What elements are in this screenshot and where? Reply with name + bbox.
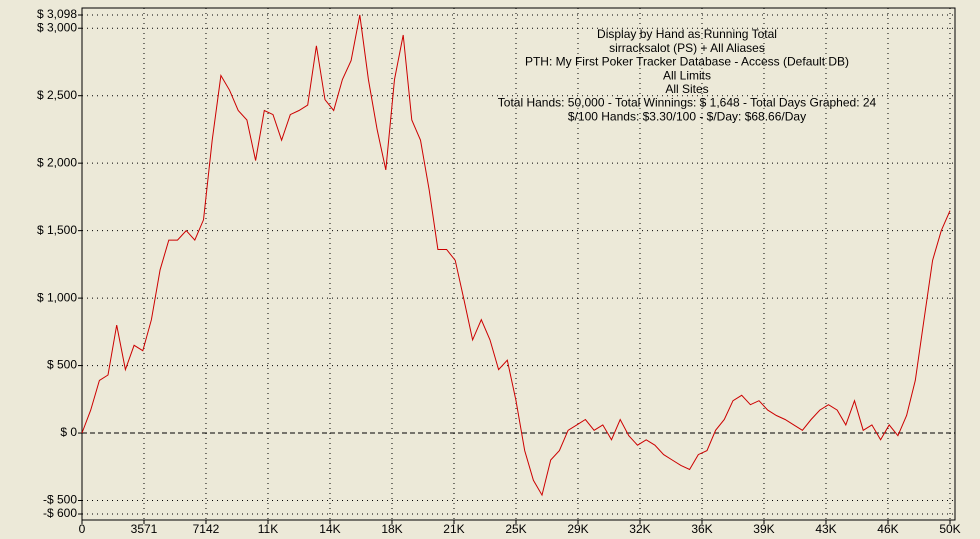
x-tick-label: 43K xyxy=(815,522,836,536)
subtitle-line: $/100 Hands: $3.30/100 - $/Day: $68.66/D… xyxy=(568,109,806,123)
subtitle-line: Total Hands: 50,000 - Total Winnings: $ … xyxy=(498,96,877,110)
x-tick-label: 7142 xyxy=(193,522,220,536)
subtitle-line: sirracksalot (PS) + All Aliases xyxy=(609,41,765,55)
y-tick-label: $ 500 xyxy=(47,358,77,372)
y-tick-label: $ 3,000 xyxy=(37,20,77,34)
chart-title: Display by Hand as Running Total xyxy=(597,27,777,41)
x-tick-label: 50K xyxy=(939,522,960,536)
y-tick-label: -$ 500 xyxy=(43,493,77,507)
y-tick-label: $ 0 xyxy=(60,425,77,439)
subtitle-line: PTH: My First Poker Tracker Database - A… xyxy=(525,55,849,69)
y-tick-label: $ 1,000 xyxy=(37,290,77,304)
x-tick-label: 14K xyxy=(319,522,340,536)
y-tick-label: $ 1,500 xyxy=(37,223,77,237)
y-tick-label: $ 3,098 xyxy=(37,7,77,21)
x-tick-label: 39K xyxy=(753,522,774,536)
y-tick-label: $ 2,500 xyxy=(37,88,77,102)
x-tick-label: 46K xyxy=(877,522,898,536)
x-tick-label: 25K xyxy=(505,522,526,536)
x-tick-label: 32K xyxy=(629,522,650,536)
x-tick-label: 21K xyxy=(443,522,464,536)
subtitle-line: All Sites xyxy=(665,82,708,96)
x-tick-label: 0 xyxy=(79,522,86,536)
plot-frame xyxy=(81,7,956,521)
subtitle-line: All Limits xyxy=(663,68,711,82)
y-tick-label: -$ 600 xyxy=(43,506,77,520)
y-tick-label: $ 2,000 xyxy=(37,155,77,169)
x-tick-label: 29K xyxy=(567,522,588,536)
x-tick-label: 18K xyxy=(381,522,402,536)
x-tick-label: 36K xyxy=(691,522,712,536)
data-line xyxy=(81,14,951,497)
x-tick-label: 11K xyxy=(258,522,278,536)
x-tick-label: 3571 xyxy=(131,522,158,536)
